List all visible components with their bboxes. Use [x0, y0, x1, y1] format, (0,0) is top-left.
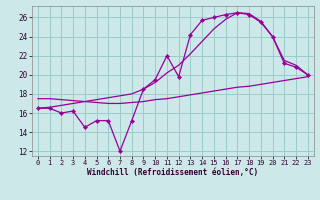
X-axis label: Windchill (Refroidissement éolien,°C): Windchill (Refroidissement éolien,°C) [87, 168, 258, 177]
